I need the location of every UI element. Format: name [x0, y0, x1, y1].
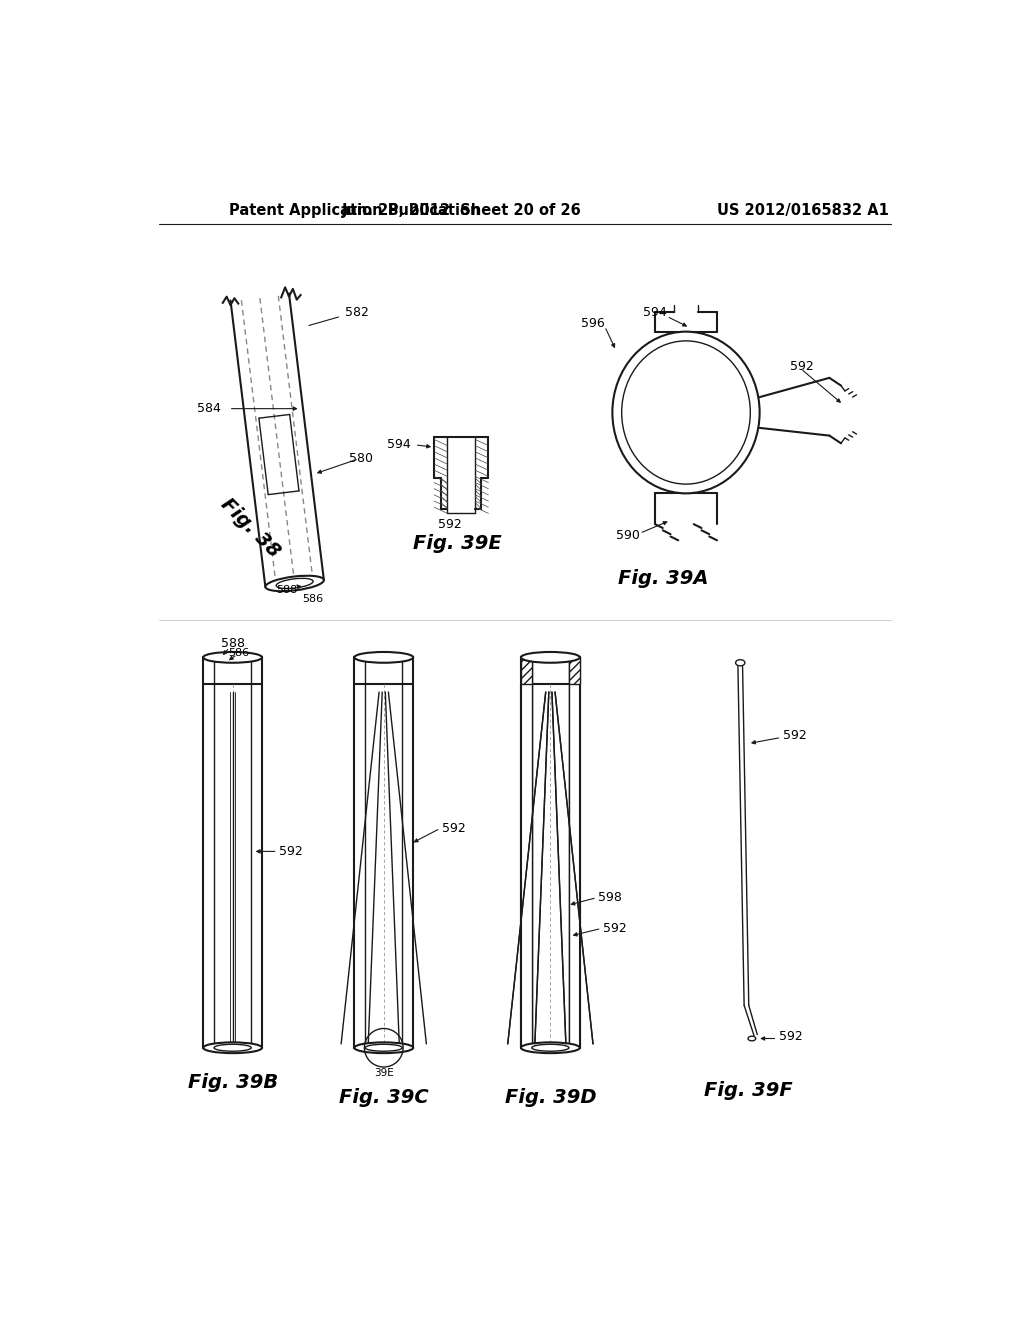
Ellipse shape: [622, 341, 751, 484]
Text: 592: 592: [437, 517, 462, 531]
Ellipse shape: [366, 1044, 402, 1051]
Bar: [521, 684, 531, 1048]
Ellipse shape: [521, 652, 580, 663]
Bar: [569, 657, 580, 684]
Ellipse shape: [276, 578, 313, 589]
Text: Fig. 39F: Fig. 39F: [703, 1081, 793, 1100]
Text: Fig. 39E: Fig. 39E: [413, 533, 502, 553]
Text: 592: 592: [442, 822, 466, 834]
Text: 598: 598: [598, 891, 623, 904]
Ellipse shape: [265, 576, 324, 591]
Text: 588: 588: [220, 638, 245, 649]
Bar: [521, 657, 531, 684]
Text: 39E: 39E: [374, 1068, 393, 1078]
Text: 596: 596: [582, 317, 605, 330]
Text: Fig. 39C: Fig. 39C: [339, 1088, 429, 1107]
Text: 586: 586: [228, 648, 250, 657]
Text: 592: 592: [603, 921, 627, 935]
Text: Jun. 28, 2012  Sheet 20 of 26: Jun. 28, 2012 Sheet 20 of 26: [341, 203, 582, 218]
Text: 594: 594: [643, 306, 667, 319]
Text: 590: 590: [616, 529, 640, 543]
Text: 588: 588: [275, 585, 297, 594]
Text: 594: 594: [387, 438, 411, 451]
Text: Fig. 39B: Fig. 39B: [187, 1073, 278, 1092]
Text: 592: 592: [791, 360, 814, 372]
Text: 592: 592: [280, 845, 303, 858]
Ellipse shape: [531, 1044, 569, 1051]
Ellipse shape: [214, 1044, 251, 1051]
Ellipse shape: [354, 652, 414, 663]
Ellipse shape: [354, 1043, 414, 1053]
Ellipse shape: [735, 660, 744, 665]
Text: 592: 592: [779, 1030, 803, 1043]
Ellipse shape: [203, 652, 262, 663]
Text: US 2012/0165832 A1: US 2012/0165832 A1: [717, 203, 889, 218]
Text: Fig. 39D: Fig. 39D: [505, 1088, 596, 1107]
Text: Patent Application Publication: Patent Application Publication: [228, 203, 480, 218]
Ellipse shape: [521, 1043, 580, 1053]
Ellipse shape: [203, 1043, 262, 1053]
Text: 586: 586: [302, 594, 324, 603]
Text: 584: 584: [198, 403, 221, 416]
Text: Fig. 39A: Fig. 39A: [617, 569, 708, 587]
Text: 592: 592: [783, 730, 807, 742]
Ellipse shape: [748, 1036, 756, 1040]
Text: 582: 582: [345, 306, 369, 319]
Text: Fig. 38: Fig. 38: [217, 495, 284, 561]
Text: 580: 580: [348, 453, 373, 465]
Bar: [569, 684, 580, 1048]
Ellipse shape: [612, 331, 760, 494]
